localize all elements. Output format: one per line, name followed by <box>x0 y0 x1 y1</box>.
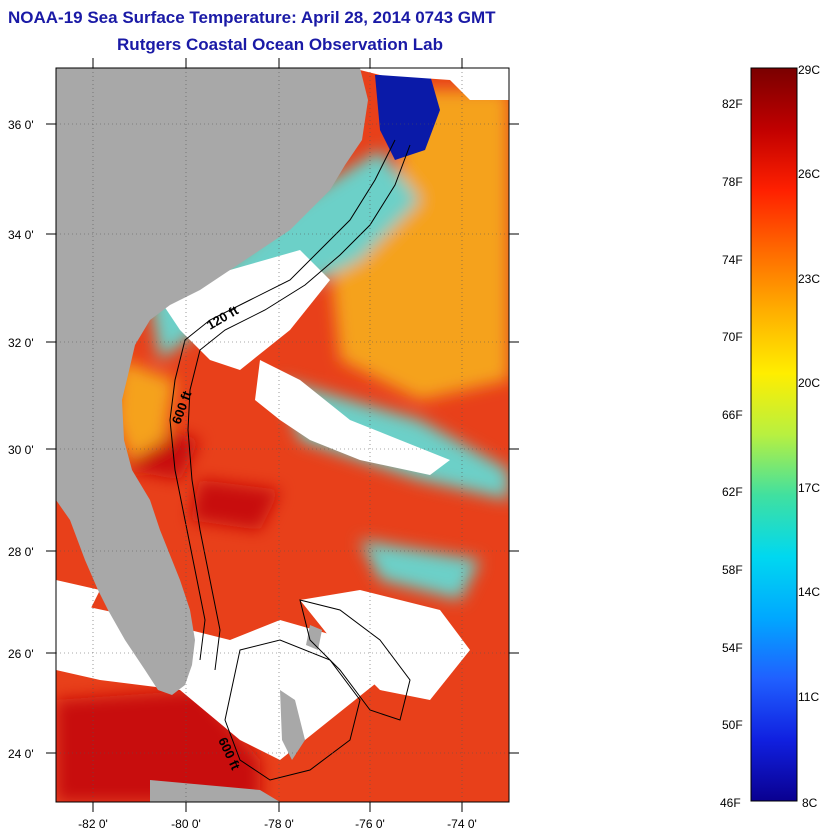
land-bahamas <box>280 690 305 760</box>
lat-label-34: 34 0' <box>8 228 34 242</box>
colorbar-c-label: 23C <box>798 272 820 286</box>
colorbar-c-label: 29C <box>798 63 820 77</box>
lat-label-30: 30 0' <box>8 443 34 457</box>
ocean-hot-south <box>56 690 260 802</box>
sst-map: 120 ft 600 ft 600 ft 36 0' 34 0' 32 0' 3… <box>8 58 519 831</box>
map-frame <box>55 67 510 803</box>
ocean-mild-coast <box>115 360 175 460</box>
colorbar-gradient <box>750 67 798 802</box>
axis-ticks <box>46 58 519 812</box>
colorbar-c-label: 14C <box>798 585 820 599</box>
colorbar-c-label: 20C <box>798 376 820 390</box>
land-bahamas-2 <box>306 625 322 650</box>
colorbar-f-label: 50F <box>722 718 743 732</box>
lat-label-26: 26 0' <box>8 647 34 661</box>
map-subtitle: Rutgers Coastal Ocean Observation Lab <box>117 35 443 54</box>
land-cuba <box>150 780 280 802</box>
lon-label-80: -80 0' <box>171 817 201 831</box>
colorbar-c-label: 17C <box>798 481 820 495</box>
colorbar-f-label: 58F <box>722 563 743 577</box>
colorbar-f-label: 74F <box>722 253 743 267</box>
colorbar-f-label: 70F <box>722 330 743 344</box>
colorbar-c-label: 11C <box>798 690 819 704</box>
lon-label-74: -74 0' <box>447 817 477 831</box>
lat-label-36: 36 0' <box>8 118 34 132</box>
ocean-cool-patch <box>360 540 480 600</box>
temperature-colorbar: 82F 78F 74F 70F 66F 62F 58F 54F 50F 46F … <box>720 63 820 810</box>
bathymetry-contours <box>169 139 411 781</box>
colorbar-f-label: 66F <box>722 408 743 422</box>
lon-label-82: -82 0' <box>78 817 108 831</box>
ocean-hot-patch <box>190 480 280 530</box>
lon-label-78: -78 0' <box>264 817 294 831</box>
land-southeast-us <box>56 68 368 695</box>
lon-label-76: -76 0' <box>355 817 385 831</box>
colorbar-f-label: 46F <box>720 796 741 810</box>
lat-label-32: 32 0' <box>8 336 34 350</box>
colorbar-f-label: 78F <box>722 175 743 189</box>
map-title: NOAA-19 Sea Surface Temperature: April 2… <box>8 8 496 27</box>
lat-label-24: 24 0' <box>8 747 34 761</box>
colorbar-c-label: 8C <box>802 796 818 810</box>
ocean-cold-region <box>375 75 440 160</box>
colorbar-f-label: 62F <box>722 485 743 499</box>
lat-label-28: 28 0' <box>8 545 34 559</box>
colorbar-f-label: 54F <box>722 641 743 655</box>
colorbar-f-label: 82F <box>722 97 743 111</box>
sst-field: 120 ft 600 ft 600 ft <box>56 68 509 802</box>
colorbar-c-label: 26C <box>798 167 820 181</box>
